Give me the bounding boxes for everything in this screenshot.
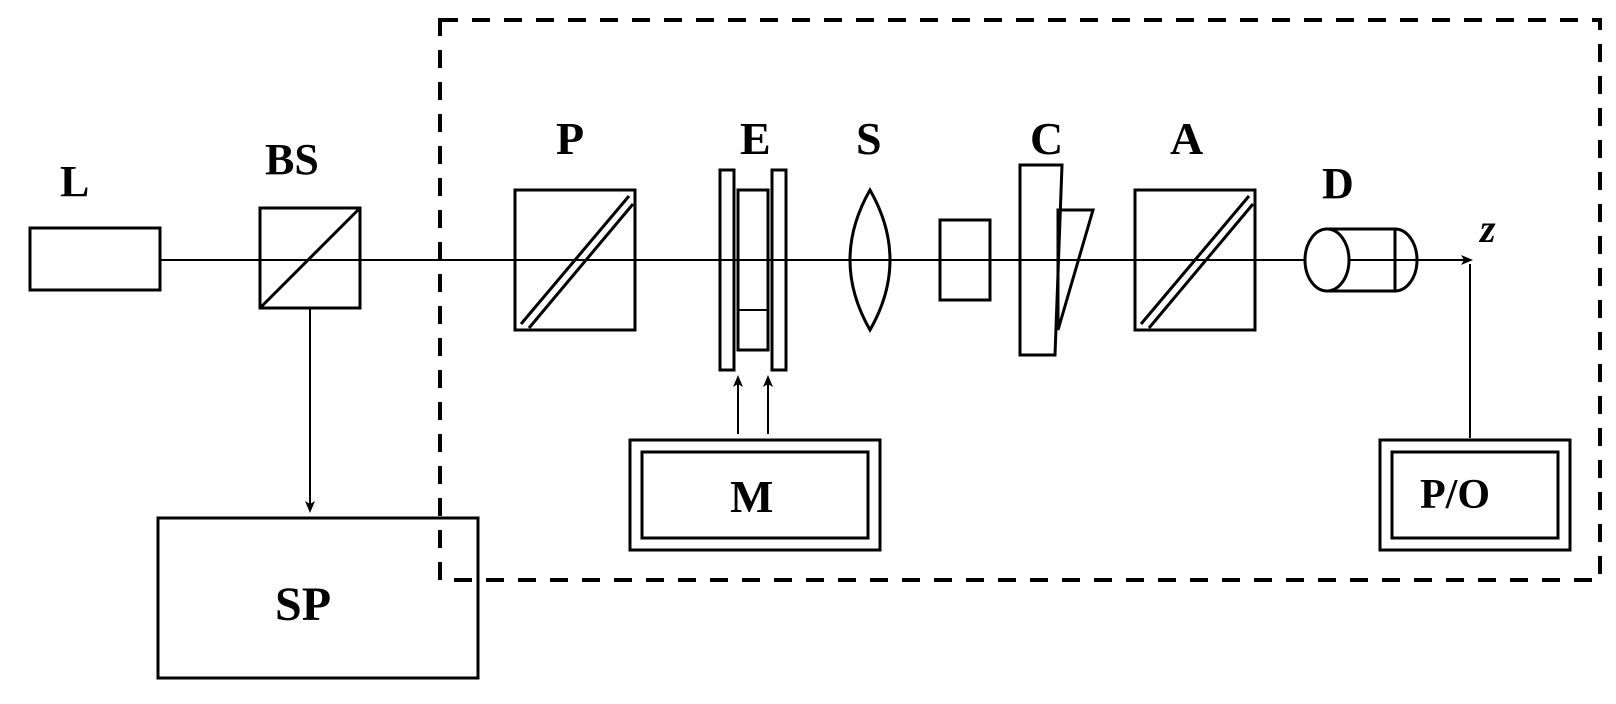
- label-M: M: [730, 471, 773, 522]
- label-E: E: [740, 113, 771, 164]
- label-SP: SP: [275, 578, 331, 631]
- label-A: A: [1170, 113, 1203, 164]
- label-BS: BS: [265, 135, 319, 184]
- label-PO: P/O: [1420, 472, 1490, 518]
- label-z: z: [1478, 206, 1496, 251]
- label-L: L: [60, 157, 89, 206]
- label-P: P: [556, 113, 584, 164]
- label-D: D: [1322, 159, 1354, 208]
- label-C: C: [1030, 113, 1063, 164]
- label-S: S: [856, 113, 882, 164]
